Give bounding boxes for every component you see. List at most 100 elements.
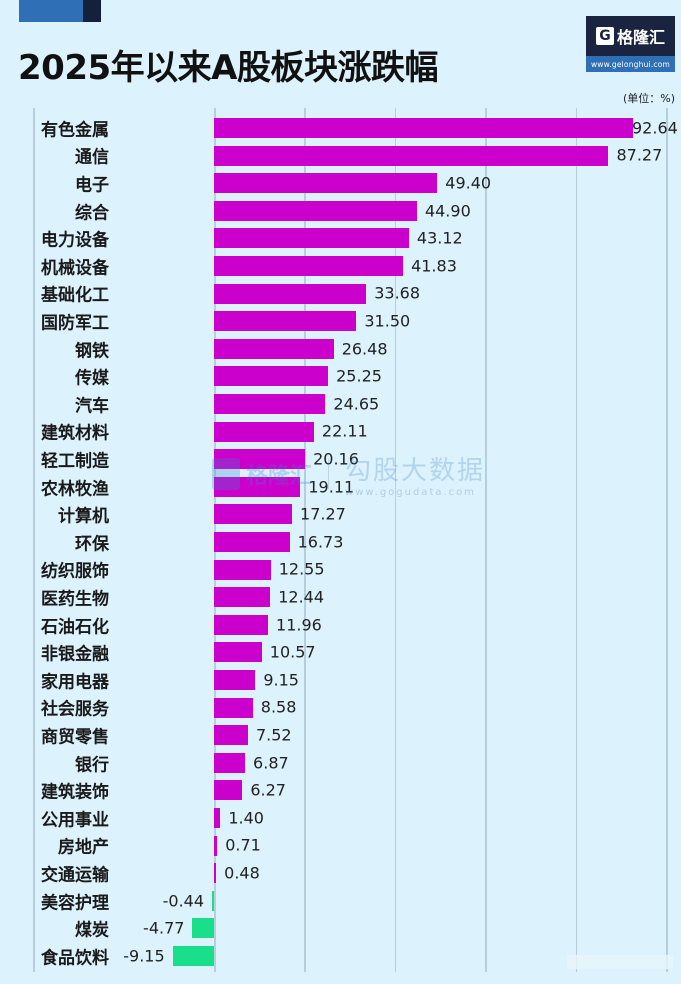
- category-label: 建筑装饰: [41, 782, 109, 803]
- negative-bar: [192, 918, 214, 939]
- footer-watermark: [567, 955, 673, 969]
- bar-row: 有色金属 92.64: [0, 114, 681, 142]
- positive-bar: [214, 394, 326, 414]
- bar-row: 房地产 0.71: [0, 832, 681, 860]
- bar-row: 美容护理 -0.44: [0, 887, 681, 915]
- bar-row: 建筑材料 22.11: [0, 418, 681, 446]
- category-label: 社会服务: [41, 699, 109, 720]
- value-label: 22.11: [321, 421, 368, 441]
- value-label: 31.50: [364, 311, 411, 331]
- value-label: 33.68: [374, 283, 421, 303]
- bar-row: 家用电器 9.15: [0, 666, 681, 694]
- positive-bar: [214, 614, 269, 635]
- positive-bar: [214, 532, 290, 552]
- bar-row: 农林牧渔 19.11: [0, 473, 681, 501]
- bar-row: 商贸零售 7.52: [0, 721, 681, 749]
- category-label: 家用电器: [41, 672, 109, 693]
- positive-bar: [214, 311, 357, 332]
- category-label: 美容护理: [41, 893, 109, 914]
- category-label: 石油石化: [41, 617, 109, 638]
- value-label: 24.65: [333, 394, 380, 414]
- category-label: 有色金属: [41, 120, 109, 141]
- value-label: 87.27: [616, 145, 663, 165]
- value-label: 25.25: [336, 366, 382, 386]
- category-label: 轻工制造: [41, 451, 109, 472]
- category-label: 传媒: [75, 368, 109, 389]
- positive-bar: [214, 697, 253, 718]
- value-label: 7.52: [255, 725, 292, 745]
- category-label: 公用事业: [41, 810, 109, 831]
- value-label: 19.11: [308, 477, 355, 497]
- category-label: 钢铁: [75, 341, 109, 362]
- value-label: 1.40: [228, 808, 264, 828]
- category-label: 银行: [75, 755, 109, 776]
- value-label: 10.57: [269, 642, 316, 662]
- category-label: 非银金融: [41, 644, 109, 665]
- value-label: 12.44: [278, 587, 325, 607]
- value-label: 16.73: [297, 532, 344, 552]
- positive-bar: [214, 642, 262, 663]
- positive-bar: [214, 338, 334, 359]
- header-decoration-blue: [19, 0, 83, 22]
- bar-row: 环保 16.73: [0, 528, 681, 556]
- value-label: 0.71: [225, 835, 261, 855]
- positive-bar: [214, 283, 367, 304]
- category-label: 环保: [75, 534, 109, 555]
- positive-bar: [214, 835, 218, 856]
- bar-row: 通信 87.27: [0, 142, 681, 170]
- positive-bar: [214, 256, 404, 276]
- gridline: [304, 108, 306, 972]
- category-label: 国防军工: [41, 313, 109, 334]
- bar-row: 医药生物 12.44: [0, 583, 681, 611]
- gridline: [485, 108, 487, 972]
- category-label: 基础化工: [41, 285, 109, 306]
- category-label: 商贸零售: [41, 727, 109, 748]
- category-label: 煤炭: [75, 920, 109, 941]
- logo-url: www.gelonghui.com: [586, 56, 675, 72]
- category-label: 电力设备: [41, 230, 109, 251]
- positive-bar: [214, 200, 417, 221]
- logo-g-icon: G: [595, 27, 614, 45]
- bar-row: 计算机 17.27: [0, 500, 681, 528]
- bar-row: 非银金融 10.57: [0, 638, 681, 666]
- positive-bar: [214, 421, 314, 442]
- value-label: -0.44: [162, 891, 205, 911]
- gridline: [33, 108, 35, 972]
- positive-bar: [214, 228, 409, 249]
- value-label: 41.83: [411, 256, 457, 276]
- positive-bar: [214, 118, 633, 138]
- category-label: 医药生物: [41, 589, 109, 610]
- gridline: [394, 108, 397, 972]
- positive-bar: [214, 670, 256, 690]
- brand-logo: G 格隆汇 www.gelonghui.com: [586, 16, 675, 72]
- value-label: 20.16: [313, 449, 359, 469]
- gridline: [575, 108, 578, 972]
- positive-bar: [214, 476, 301, 497]
- positive-bar: [214, 173, 438, 194]
- bar-row: 社会服务 8.58: [0, 694, 681, 722]
- positive-bar: [214, 863, 217, 884]
- category-label: 电子: [75, 175, 109, 196]
- category-label: 农林牧渔: [41, 479, 109, 500]
- bar-row: 电力设备 43.12: [0, 224, 681, 252]
- value-label: 6.27: [250, 780, 286, 800]
- category-label: 食品饮料: [41, 948, 109, 969]
- category-label: 纺织服饰: [41, 561, 109, 582]
- chart-title: 2025年以来A股板块涨跌幅: [18, 48, 438, 88]
- category-label: 房地产: [58, 837, 109, 858]
- value-label: 6.87: [253, 753, 289, 773]
- bar-row: 纺织服饰 12.55: [0, 556, 681, 584]
- category-label: 交通运输: [41, 865, 109, 886]
- bar-row: 机械设备 41.83: [0, 252, 681, 280]
- positive-bar: [214, 504, 293, 525]
- value-label: 9.15: [263, 670, 299, 690]
- positive-bar: [214, 752, 246, 773]
- value-label: 12.55: [278, 559, 325, 579]
- value-label: 11.96: [276, 615, 322, 635]
- value-label: -9.15: [123, 946, 165, 966]
- bar-row: 食品饮料 -9.15: [0, 942, 681, 970]
- value-label: 17.27: [300, 504, 346, 524]
- positive-bar: [214, 587, 271, 608]
- category-label: 机械设备: [41, 258, 109, 279]
- value-label: 26.48: [341, 339, 388, 359]
